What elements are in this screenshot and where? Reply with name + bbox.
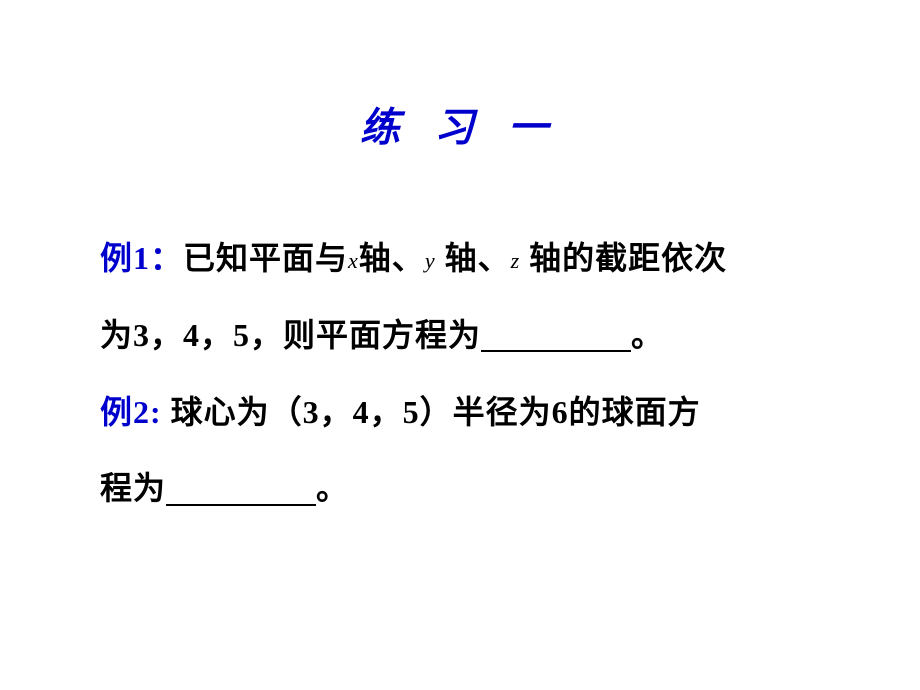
example1-text-3: 轴、	[436, 240, 511, 276]
variable-x: x	[348, 248, 359, 273]
example1-text-1: 已知平面与	[183, 240, 348, 276]
example1-line1: 例1：已知平面与x轴、y 轴、z 轴的截距依次	[100, 220, 860, 297]
example2-text-2: 程为	[100, 470, 166, 506]
example2-text-3: 。	[316, 470, 349, 506]
variable-z: z	[511, 248, 521, 273]
variable-y: y	[425, 248, 436, 273]
example1-line2: 为3，4，5，则平面方程为 。	[100, 297, 860, 374]
slide: 练 习 一 例1：已知平面与x轴、y 轴、z 轴的截距依次 为3，4，5，则平面…	[0, 0, 920, 690]
example2-text-1: 球心为（3，4，5）半径为6的球面方	[162, 394, 701, 430]
example1-blank	[481, 318, 631, 352]
example2-line2: 程为 。	[100, 450, 860, 527]
example1-label: 例1：	[100, 240, 183, 276]
example1-text-2: 轴、	[359, 240, 425, 276]
example1-text-6: 。	[631, 317, 664, 353]
example1-text-5: 为3，4，5，则平面方程为	[100, 317, 481, 353]
slide-title: 练 习 一	[0, 95, 920, 153]
example2-line1: 例2: 球心为（3，4，5）半径为6的球面方	[100, 374, 860, 451]
slide-body: 例1：已知平面与x轴、y 轴、z 轴的截距依次 为3，4，5，则平面方程为。 例…	[100, 220, 860, 527]
example2-blank	[166, 472, 316, 506]
example1-text-4: 轴的截距依次	[520, 240, 727, 276]
example2-label: 例2:	[100, 394, 162, 430]
